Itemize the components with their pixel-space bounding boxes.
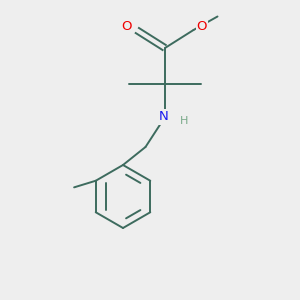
Text: O: O [197, 20, 207, 33]
Text: N: N [159, 110, 168, 124]
Text: H: H [179, 116, 188, 126]
Text: O: O [122, 20, 132, 33]
